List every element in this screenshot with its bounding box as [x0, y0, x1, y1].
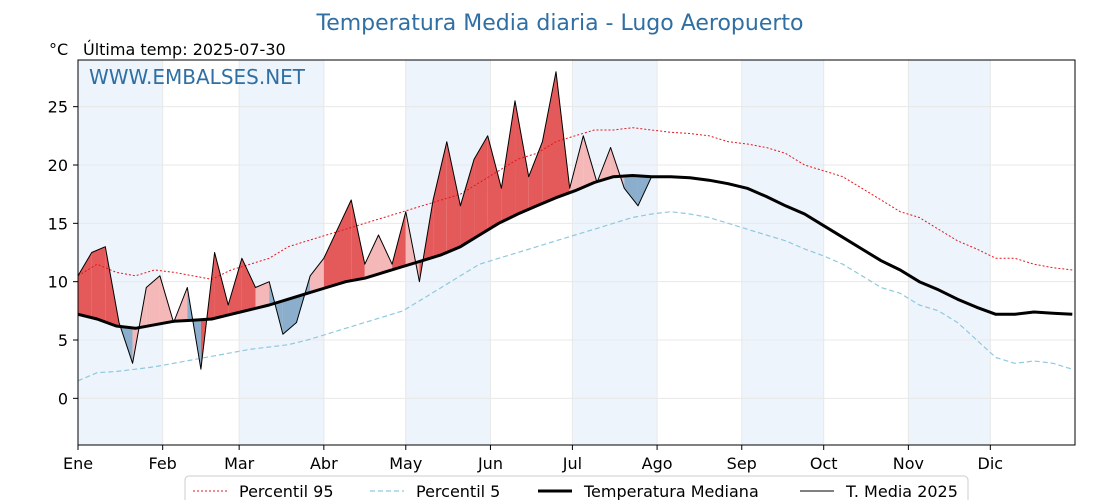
fill-above-median — [433, 141, 447, 258]
legend-label: T. Media 2025 — [845, 482, 958, 500]
x-tick-label: May — [389, 454, 422, 473]
x-tick-label: Nov — [893, 454, 924, 473]
fill-above-median — [91, 246, 106, 322]
x-axis-ticks: Ene Feb Mar Abr May Jun Jul Ago Sep Oct Nov Dic — [63, 445, 1003, 473]
watermark: WWW.EMBALSES.NET — [89, 65, 306, 89]
y-tick-label: 0 — [58, 389, 68, 408]
fill-above-median — [515, 100, 529, 216]
x-tick-label: Mar — [224, 454, 255, 473]
y-tick-label: 10 — [48, 273, 68, 292]
fill-above-median — [323, 229, 338, 289]
fill-above-median — [310, 258, 324, 293]
month-band — [572, 60, 658, 445]
fill-above-median — [487, 135, 502, 230]
fill-above-median — [542, 71, 557, 204]
x-tick-label: Ene — [63, 454, 93, 473]
chart-title: Temperatura Media diaria - Lugo Aeropuer… — [316, 11, 804, 36]
fill-above-median — [214, 252, 229, 319]
x-tick-label: Jun — [477, 454, 503, 473]
x-tick-label: Jul — [562, 454, 582, 473]
fill-above-median — [351, 200, 365, 281]
fill-above-median — [337, 200, 352, 285]
month-band — [239, 60, 324, 445]
fill-above-median — [528, 141, 543, 210]
x-tick-label: Sep — [727, 454, 757, 473]
fill-above-median — [241, 258, 256, 312]
last-temp-label: Última temp: 2025-07-30 — [83, 40, 286, 59]
series-line-percentil-5 — [77, 211, 1073, 382]
y-tick-label: 20 — [48, 156, 68, 175]
series-lines — [77, 71, 1073, 382]
fill-above-median — [446, 141, 461, 253]
y-axis-unit: °C — [49, 40, 68, 59]
plot-frame — [77, 59, 1076, 446]
fill-above-median — [460, 159, 475, 247]
fill-above-median — [378, 235, 393, 274]
fill-below-median — [296, 275, 311, 323]
series-line-percentil-95 — [77, 127, 1073, 280]
month-band — [741, 60, 824, 445]
x-tick-label: Dic — [978, 454, 1004, 473]
fill-above-median — [364, 235, 379, 279]
y-tick-label: 25 — [48, 98, 68, 117]
series-line-temperatura-mediana — [77, 174, 1073, 330]
month-band — [908, 60, 991, 445]
x-tick-label: Abr — [310, 454, 338, 473]
fill-below-median — [624, 175, 638, 206]
fill-above-median — [228, 258, 242, 315]
legend-label: Percentil 95 — [239, 482, 334, 500]
x-tick-label: Oct — [810, 454, 838, 473]
month-bands — [78, 60, 991, 445]
y-tick-label: 5 — [58, 331, 68, 350]
legend-label: Percentil 5 — [416, 482, 500, 500]
legend-box — [184, 475, 969, 500]
y-tick-label: 15 — [48, 214, 68, 233]
series-line-t-media-2025 — [77, 71, 653, 370]
month-band — [78, 60, 163, 445]
x-tick-label: Feb — [149, 454, 177, 473]
fill-above-median — [255, 281, 270, 309]
fill-above-median — [474, 135, 488, 239]
fill-above-median — [146, 275, 160, 327]
legend: Percentil 95 Percentil 5 Temperatura Media… — [184, 475, 969, 500]
x-tick-label: Ago — [642, 454, 673, 473]
fill-above-median — [78, 252, 92, 318]
y-axis-ticks: 0 5 10 15 20 25 — [48, 98, 78, 408]
fill-above-median — [501, 100, 516, 222]
legend-label: Temperatura Mediana — [583, 482, 759, 500]
